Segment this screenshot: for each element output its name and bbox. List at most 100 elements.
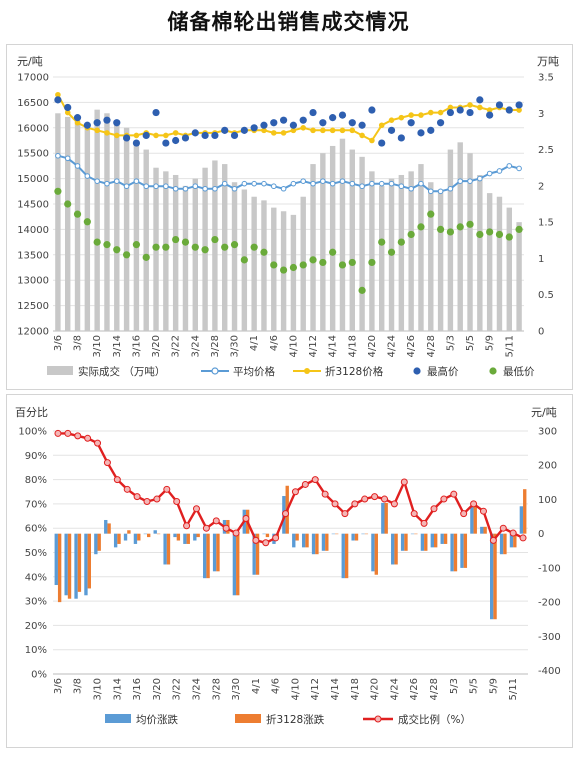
low-price-point: [505, 233, 513, 241]
bar-avg-change: [480, 526, 484, 534]
low-price-point: [407, 230, 415, 239]
avg-price-point: [339, 178, 346, 184]
legend-label-conv: 折3128价格: [325, 365, 384, 378]
ratio-point: [381, 495, 389, 503]
bar-avg-change: [54, 533, 58, 586]
x-tick-label: 3/16: [131, 335, 142, 357]
x-tick-label: 3/24: [190, 335, 201, 357]
bar-avg-change: [430, 533, 434, 548]
low-price-point: [289, 263, 298, 272]
y-left-tick-label: 17000: [17, 73, 49, 84]
x-tick-label: 3/30: [230, 335, 241, 357]
bar-conv-change: [513, 533, 517, 548]
chart-volume-price: 元/吨 万吨 12000 12500 13000 13500 14000 14500 15000…: [17, 55, 559, 378]
avg-price-point: [516, 165, 522, 172]
x-tick-label: 4/26: [406, 335, 417, 357]
x-tick-label: 4/28: [429, 678, 440, 700]
high-price-point: [172, 136, 180, 145]
bar-avg-change: [519, 506, 524, 534]
bar-conv-change: [453, 533, 458, 572]
avg-price-point: [359, 183, 365, 190]
low-price-point: [495, 230, 504, 239]
bar-avg-change: [203, 533, 207, 579]
bar-volume: [123, 127, 130, 331]
avg-price-point: [163, 183, 169, 190]
high-price-point: [122, 134, 131, 142]
x-tick-label: 4/12: [308, 335, 319, 357]
bar-avg-change: [331, 533, 336, 535]
ratio-point: [420, 519, 428, 527]
high-price-point: [329, 114, 337, 122]
bar-conv-change: [374, 533, 378, 575]
low-price-point: [260, 248, 268, 256]
bar-conv-change: [77, 533, 82, 592]
conv-price-point: [427, 109, 434, 116]
ratio-point: [232, 529, 240, 537]
bar-conv-change: [236, 533, 240, 596]
bar-volume: [261, 200, 267, 331]
low-price-point: [83, 218, 91, 226]
y-right-unit: 元/吨: [531, 406, 557, 419]
y-left-tick-label: 13000: [17, 276, 49, 287]
ratio-point: [450, 490, 458, 498]
avg-price-point: [221, 180, 228, 187]
x-tick-label: 3/6: [53, 678, 64, 694]
bar-volume: [55, 113, 61, 332]
x-tick-label: 3/28: [211, 678, 222, 700]
ratio-point: [54, 429, 62, 437]
bar-volume: [428, 182, 434, 331]
bar-avg-change: [133, 533, 138, 544]
x-tick-label: 4/14: [328, 335, 339, 357]
high-price-point: [338, 111, 347, 119]
conv-price-point: [388, 117, 395, 123]
bar-volume: [143, 149, 149, 331]
bar-avg-change: [440, 533, 444, 544]
y-left-tick-label: 80%: [25, 475, 47, 486]
chart-change-ratio: 百分比 元/吨 0% 10% 20% 30% 40% 50% 60% 70% 80% 90% 100% 3…: [15, 406, 561, 726]
bar-conv-change: [127, 530, 131, 534]
ratio-point: [153, 495, 161, 503]
bar-volume: [320, 153, 326, 331]
bar-conv-change: [176, 533, 181, 541]
y-right-tick-label: -300: [538, 632, 561, 643]
bar-volume: [163, 171, 169, 331]
conv-price-point: [280, 130, 287, 136]
high-price-point: [230, 131, 239, 140]
y-left-tick-label: 0%: [31, 670, 47, 681]
bar-volume: [418, 164, 424, 331]
bar-volume: [231, 182, 238, 331]
bar-volume: [114, 120, 120, 332]
avg-price-point: [486, 170, 493, 177]
low-price-point: [152, 243, 160, 251]
legend-marker-avg: [211, 367, 219, 375]
bar-conv-change: [117, 533, 121, 544]
bar-conv-change: [216, 533, 220, 572]
ratio-point: [84, 434, 92, 442]
x-tick-label: 5/5: [465, 335, 476, 351]
ratio-point: [390, 500, 398, 508]
x-tick-label: 3/20: [152, 678, 163, 700]
low-price-point: [191, 243, 199, 251]
avg-price-point: [241, 180, 248, 187]
high-price-point: [54, 96, 62, 104]
ratio-point: [470, 500, 478, 508]
y-right-tick-label: -400: [538, 666, 561, 677]
bar-volume: [339, 138, 346, 331]
high-price-point: [436, 119, 445, 127]
high-price-point: [93, 119, 101, 127]
bar-volume: [329, 145, 336, 331]
avg-price-point: [143, 183, 150, 190]
bar-volume: [212, 160, 218, 331]
high-price-point: [417, 129, 425, 137]
ratio-point: [291, 488, 299, 496]
bar-volume: [359, 156, 365, 331]
conv-price-point: [359, 132, 365, 139]
y-left-tick-label: 16000: [17, 123, 49, 134]
y-left-unit: 元/吨: [17, 55, 43, 68]
y-left-tick-label: 50%: [25, 548, 47, 559]
bar-avg-change: [381, 502, 385, 534]
y-right-tick-label: 200: [538, 461, 557, 472]
ratio-point: [509, 529, 517, 537]
y-left-tick-label: 12500: [17, 301, 49, 312]
x-tick-label: 4/6: [269, 335, 280, 351]
